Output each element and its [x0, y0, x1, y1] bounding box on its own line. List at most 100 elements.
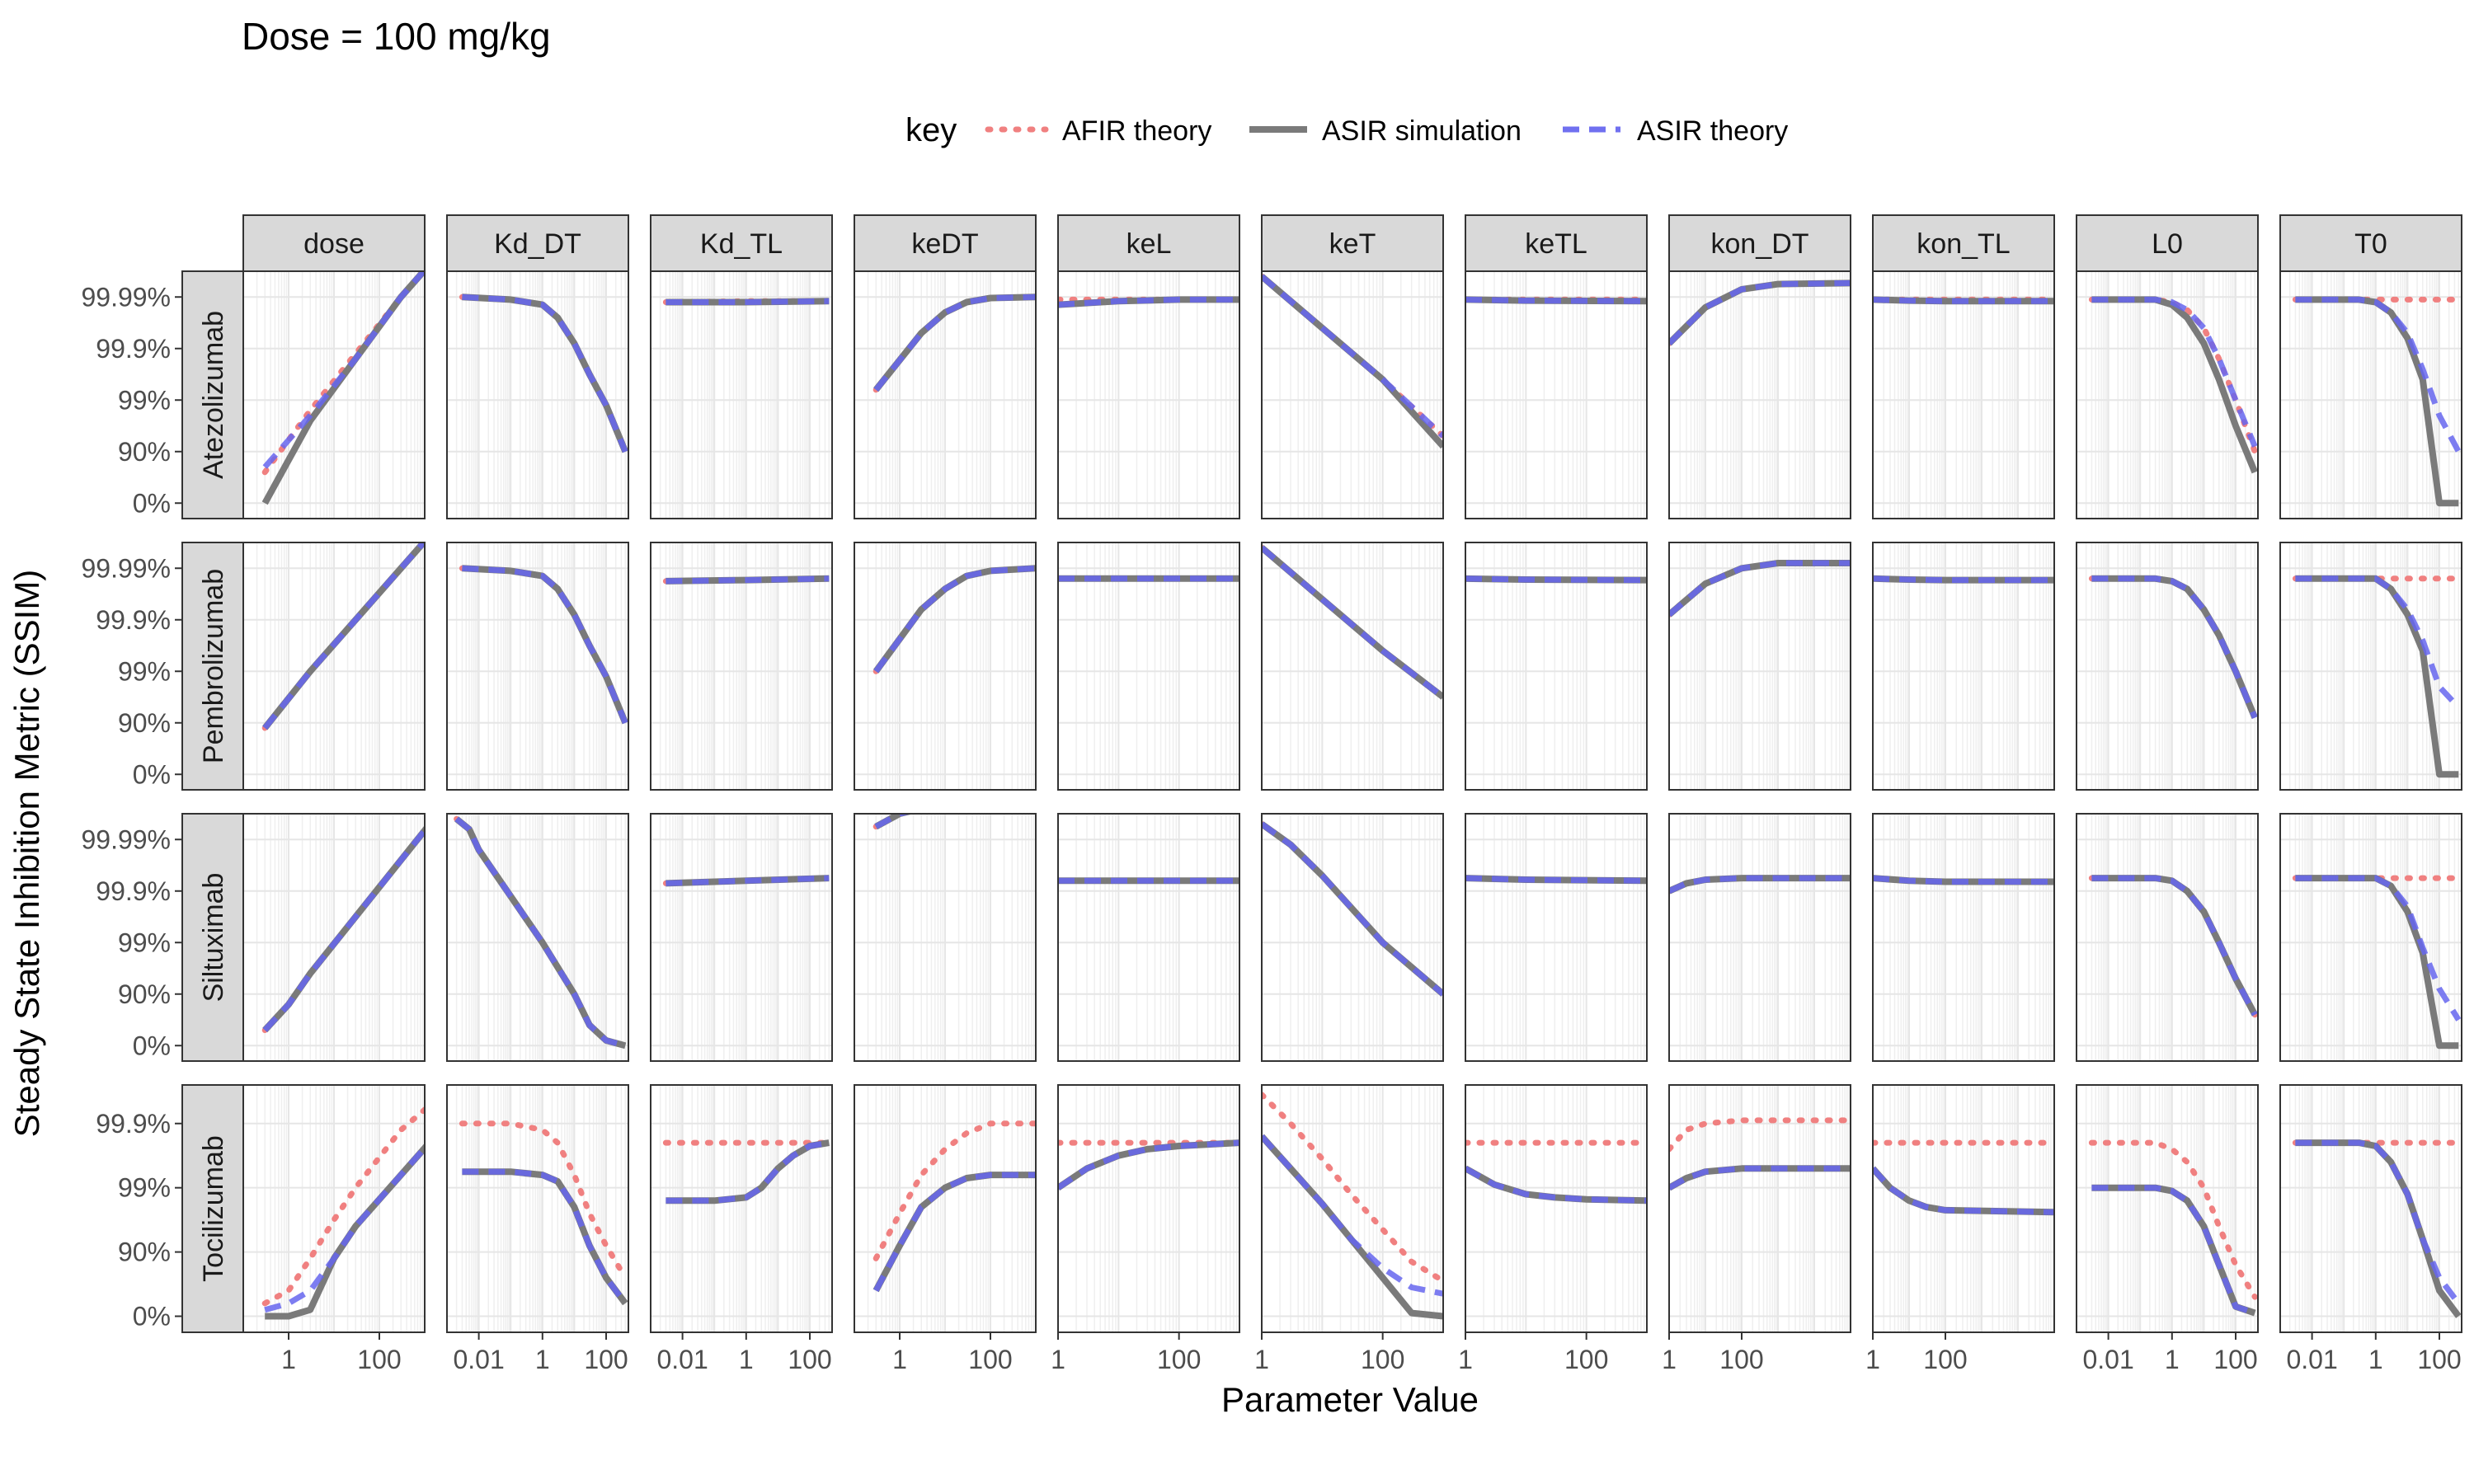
legend-label-asir-theory: ASIR theory: [1637, 115, 1788, 147]
panel-lines-pembrolizumab-kd-tl: [662, 575, 832, 585]
panel-border: [1465, 813, 1648, 1062]
panel-lines-siltuximab-ketl: [1465, 875, 1647, 885]
series-asir-theory: [1873, 1166, 2054, 1215]
panel-border: [650, 270, 833, 519]
y-axis-title: Steady State Inhibition Metric (SSIM): [7, 570, 46, 1138]
panel-lines-siltuximab-kedt: [872, 814, 915, 830]
x-tick-label: 1: [281, 1345, 296, 1374]
x-tick-label: 100: [968, 1345, 1012, 1374]
panel-lines-siltuximab-ket: [1262, 821, 1443, 998]
series-asir-theory: [2091, 1185, 2256, 1316]
panel-lines-tocilizumab-kedt: [872, 1120, 1036, 1293]
y-tick-label: 90%: [118, 437, 171, 467]
series-afir-theory: [1262, 1092, 1443, 1284]
row-strip-siltuximab: [181, 813, 244, 1062]
y-tick-label: 99.99%: [81, 282, 171, 312]
panel-border: [1057, 542, 1240, 791]
row-strip-label-pembrolizumab: Pembrolizumab: [198, 569, 229, 763]
panel-background: [1669, 814, 1851, 1061]
y-tick-label: 0%: [133, 759, 171, 789]
row-strip-pembrolizumab: [181, 542, 244, 791]
panel-border: [242, 813, 426, 1062]
series-asir-theory: [2295, 296, 2462, 453]
facet-strip-t0: [2279, 214, 2462, 272]
x-tick-label: 1: [2368, 1345, 2383, 1374]
series-asir-theory: [1669, 560, 1851, 618]
facet-strip-label-ket: keT: [1329, 228, 1376, 260]
series-asir-theory: [262, 825, 425, 1032]
panel-border: [1465, 1084, 1648, 1333]
series-asir-theory: [1262, 545, 1443, 700]
series-afir-theory: [2088, 1139, 2258, 1300]
panel-background: [1465, 814, 1647, 1061]
panel-lines-tocilizumab-kon-dt: [1669, 1117, 1851, 1191]
panel-lines-atezolizumab-kel: [1058, 296, 1239, 308]
panel-border: [650, 1084, 833, 1333]
panel-lines-atezolizumab-kd-tl: [662, 298, 832, 306]
panel-background: [1873, 271, 2054, 519]
panel-border: [650, 542, 833, 791]
x-axis-title: Parameter Value: [1221, 1380, 1479, 1419]
series-asir-theory: [262, 271, 425, 469]
x-tick-label: 100: [1719, 1345, 1763, 1374]
series-asir-simulation: [454, 816, 627, 1050]
panel-border: [1057, 270, 1240, 519]
series-asir-theory: [2295, 575, 2461, 710]
x-tick-label: 0.01: [2286, 1345, 2337, 1374]
panel-lines-atezolizumab-t0: [2292, 296, 2462, 507]
panel-border: [2279, 542, 2462, 791]
legend-label-afir: AFIR theory: [1062, 115, 1211, 147]
panel-background: [1058, 814, 1239, 1061]
panel-lines-pembrolizumab-dose: [261, 542, 425, 731]
panel-border: [854, 813, 1037, 1062]
series-asir-theory: [462, 565, 628, 725]
panel-border: [1668, 270, 1851, 519]
panel-lines-atezolizumab-kon-dt: [1669, 279, 1851, 346]
row-strip-label-atezolizumab: Atezolizumab: [198, 311, 229, 479]
series-asir-theory: [262, 542, 425, 730]
panel-lines-atezolizumab-ket: [1262, 273, 1443, 449]
panel-lines-tocilizumab-ket: [1262, 1092, 1443, 1320]
panel-border: [1872, 270, 2055, 519]
series-asir-theory: [264, 1144, 425, 1313]
facet-strip-label-l0: L0: [2152, 228, 2183, 260]
panel-lines-tocilizumab-dose: [261, 1106, 425, 1320]
panel-border: [2279, 270, 2462, 519]
series-asir-theory: [2091, 296, 2258, 448]
row-strip-label-tocilizumab: Tocilizumab: [198, 1135, 229, 1282]
series-asir-theory: [1669, 875, 1851, 894]
panel-background: [1262, 542, 1443, 790]
x-tick-label: 100: [1564, 1345, 1608, 1374]
series-asir-theory: [666, 875, 830, 886]
x-tick-label: 1: [1051, 1345, 1065, 1374]
panel-border: [2076, 270, 2259, 519]
panel-border: [1057, 1084, 1240, 1333]
series-asir-theory: [1465, 575, 1647, 584]
x-tick-label: 1: [2165, 1345, 2180, 1374]
series-afir-theory: [459, 1120, 628, 1281]
y-tick-label: 99%: [118, 928, 171, 957]
panel-border: [446, 270, 629, 519]
panel-background: [1058, 1085, 1239, 1332]
panel-lines-pembrolizumab-ketl: [1465, 575, 1647, 584]
panel-lines-pembrolizumab-kon-tl: [1873, 575, 2054, 584]
panel-lines-siltuximab-kon-dt: [1669, 875, 1851, 895]
series-afir-theory: [261, 1106, 425, 1307]
y-tick-label: 99%: [118, 385, 171, 415]
panel-background: [1262, 1085, 1443, 1332]
x-tick-label: 1: [535, 1345, 550, 1374]
y-tick-label: 99.99%: [81, 553, 171, 583]
series-asir-theory: [462, 294, 628, 453]
panel-lines-pembrolizumab-kd-dt: [459, 565, 628, 726]
panel-lines-atezolizumab-kd-dt: [459, 294, 628, 455]
panel-background: [1669, 542, 1851, 790]
panel-lines-siltuximab-kd-tl: [662, 875, 832, 887]
panel-border: [2076, 813, 2259, 1062]
y-tick-label: 99%: [118, 1173, 171, 1203]
series-asir-theory: [666, 1139, 830, 1204]
panel-lines-pembrolizumab-l0: [2088, 575, 2258, 721]
panel-lines-pembrolizumab-t0: [2292, 575, 2462, 778]
panel-border: [1872, 813, 2055, 1062]
facet-strip-label-kedt: keDT: [911, 228, 978, 260]
